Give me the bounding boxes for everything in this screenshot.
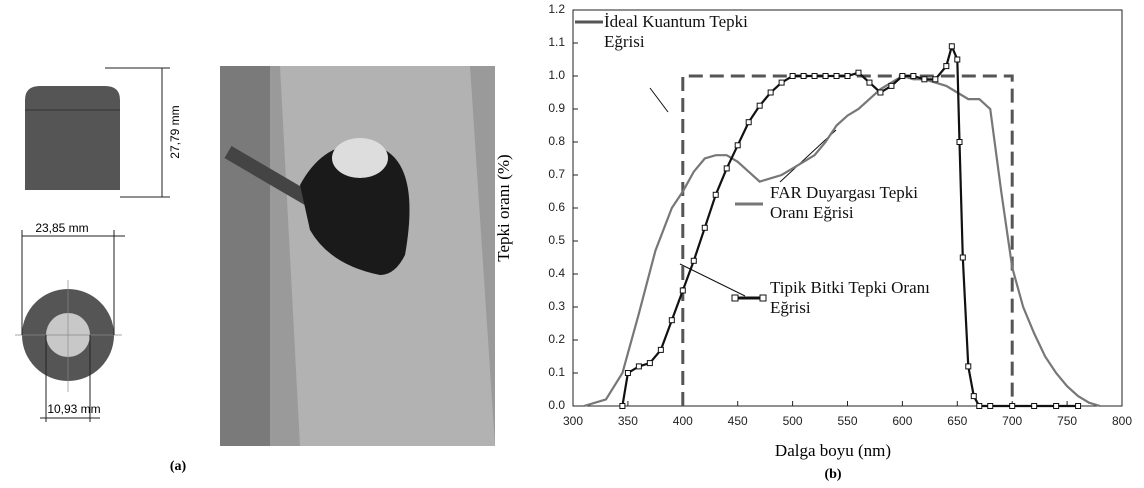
series-line (621, 42, 1079, 408)
caption: (a) (170, 459, 187, 474)
point-marker (965, 363, 972, 370)
point-marker (976, 403, 983, 409)
point-marker (800, 73, 807, 79)
point-marker (910, 73, 917, 79)
point-marker (959, 254, 966, 261)
x-tick-label: 650 (947, 414, 967, 428)
x-tick-label: 750 (1057, 414, 1077, 428)
point-marker (1009, 403, 1016, 409)
x-axis-label: Dalga boyu (nm) (775, 441, 891, 460)
y-tick-label: 0.6 (548, 200, 565, 214)
point-marker (789, 73, 796, 79)
point-marker (745, 119, 752, 126)
point-marker (734, 142, 741, 149)
point-marker (866, 79, 873, 86)
point-marker (943, 63, 950, 70)
point-marker (1031, 403, 1038, 409)
arrow (649, 87, 669, 113)
legend-marker (759, 294, 767, 302)
y-tick-label: 1.2 (548, 2, 565, 16)
point-marker (954, 56, 961, 63)
point-marker (855, 69, 862, 76)
y-tick-label: 0.7 (548, 167, 565, 181)
x-tick-label: 450 (728, 414, 748, 428)
photo-shade (220, 66, 270, 446)
y-tick-label: 0.2 (548, 332, 565, 346)
point-marker (619, 403, 626, 409)
point-marker (701, 224, 708, 231)
point-marker (778, 79, 785, 86)
sensor-side (25, 86, 120, 190)
point-marker (970, 393, 977, 400)
point-marker (833, 73, 840, 79)
point-marker (877, 89, 884, 96)
x-tick-label: 400 (673, 414, 693, 428)
y-tick-label: 0.5 (548, 233, 565, 247)
y-tick-label: 0.8 (548, 134, 565, 148)
point-marker (987, 403, 994, 409)
legend-marker (731, 294, 739, 302)
dimension-label: 27,79 mm (168, 105, 182, 158)
point-marker (646, 360, 653, 367)
point-marker (723, 165, 730, 172)
point-marker (956, 139, 963, 145)
x-tick-label: 500 (783, 414, 803, 428)
y-tick-label: 1.1 (548, 35, 565, 49)
caption: (b) (824, 467, 841, 482)
dimension-label: 10,93 mm (47, 402, 100, 416)
y-tick-label: 0.3 (548, 299, 565, 313)
point-marker (624, 370, 631, 376)
point-marker (811, 73, 818, 79)
y-tick-label: 0.1 (548, 365, 565, 379)
x-tick-label: 600 (892, 414, 912, 428)
dimension-label: 23,85 mm (35, 221, 88, 235)
y-tick-label: 0.0 (548, 398, 565, 412)
point-marker (712, 191, 719, 198)
point-marker (899, 73, 906, 79)
legend-label: FAR Duyargası Tepki Oranı Eğrisi (770, 183, 919, 222)
legend-label: İdeal Kuantum Tepki Eğrisi (604, 12, 748, 51)
point-marker (948, 43, 955, 50)
point-marker (888, 82, 895, 89)
photo-lens (332, 138, 388, 178)
point-marker (1053, 403, 1060, 409)
point-marker (822, 73, 829, 79)
photo-cable (224, 145, 314, 207)
x-tick-label: 800 (1112, 414, 1132, 428)
point-marker (635, 363, 642, 370)
x-tick-label: 300 (563, 414, 583, 428)
point-marker (756, 102, 763, 109)
point-marker (679, 287, 686, 294)
point-marker (932, 76, 939, 83)
series-line (583, 74, 1101, 408)
y-tick-label: 1.0 (548, 68, 565, 82)
point-marker (1075, 403, 1082, 409)
point-marker (657, 346, 664, 353)
y-tick-label: 0.4 (548, 266, 565, 280)
x-tick-label: 700 (1002, 414, 1022, 428)
y-tick-label: 0.9 (548, 101, 565, 115)
point-marker (668, 317, 675, 324)
y-axis-label: Tepki oranı (%) (494, 154, 513, 261)
x-tick-label: 350 (618, 414, 638, 428)
photo-sensor (300, 144, 410, 275)
x-tick-label: 550 (837, 414, 857, 428)
point-marker (844, 73, 851, 79)
point-marker (690, 257, 697, 264)
point-marker (767, 89, 774, 96)
legend-label: Tipik Bitki Tepki Oranı Eğrisi (770, 278, 930, 317)
point-marker (921, 76, 928, 83)
